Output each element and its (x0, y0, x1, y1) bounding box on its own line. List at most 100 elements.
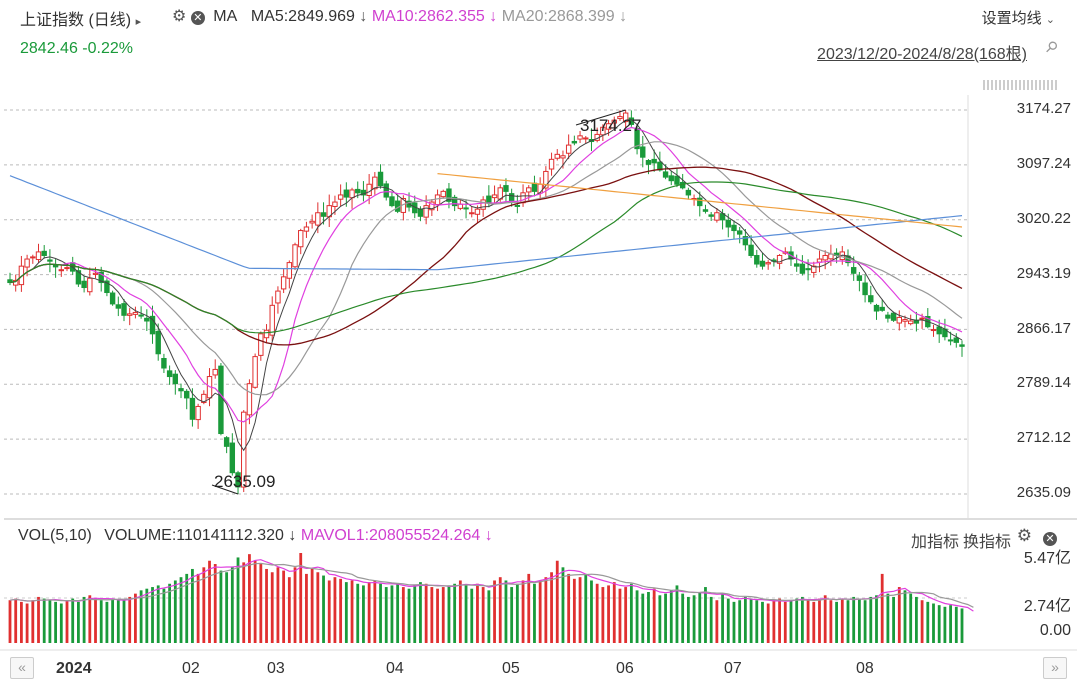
volume-close-icon[interactable]: ✕ (1043, 532, 1057, 546)
y-tick-label: 3097.24 (1016, 155, 1071, 172)
gear-icon[interactable]: ⚙ (172, 8, 187, 25)
candle-body (543, 170, 549, 189)
x-tick-label: 08 (856, 660, 874, 677)
volume-bar (151, 587, 154, 643)
volume-bar (778, 598, 781, 643)
volume-bar (761, 601, 764, 643)
settings-ma-button[interactable]: 设置均线 ⌄ (982, 7, 1055, 28)
volume-bar (920, 600, 924, 643)
volume-bar (373, 580, 377, 643)
volume-bar (498, 577, 502, 643)
volume-bar (584, 573, 588, 643)
volume-bar (77, 601, 80, 643)
candle-body (7, 279, 13, 284)
x-tick-label: 03 (267, 660, 285, 677)
date-range[interactable]: 2023/12/20-2024/8/28(168根) (817, 46, 1027, 63)
volume-bar (806, 600, 810, 643)
volume-bar (743, 596, 747, 643)
ma10-down-arrow-icon: ↓ (489, 8, 498, 25)
candle-body (372, 176, 378, 190)
volume-bar (208, 560, 211, 643)
volume-bar (287, 577, 291, 643)
candle-body (366, 183, 372, 197)
volume-bar (869, 596, 873, 643)
candle-body (697, 197, 703, 207)
volume-bar (686, 596, 690, 643)
volume-bar (652, 588, 656, 643)
candle-body (526, 187, 532, 193)
candle-body (947, 339, 954, 342)
candle-body (503, 185, 509, 192)
volume-bar (755, 600, 759, 643)
y-tick-label: 2866.17 (1016, 320, 1071, 337)
volume-bar (818, 598, 821, 643)
add-indicator-button[interactable]: 加指标 (910, 534, 959, 551)
volume-bar (493, 580, 496, 643)
candle-body (736, 230, 743, 235)
candle-body (417, 208, 424, 217)
candle-body (355, 188, 361, 194)
volume-bar (561, 567, 565, 643)
volume-bar (401, 587, 405, 643)
candle-body (104, 280, 110, 294)
volume-tick-label: 0.00 (1039, 622, 1071, 639)
volume-bar (293, 567, 297, 643)
candle-body (754, 255, 760, 265)
volume-bar (168, 583, 172, 643)
candle-body (389, 196, 395, 207)
vol-label[interactable]: VOL(5,10) (18, 527, 92, 544)
index-name[interactable]: 上证指数 (日线) (20, 12, 132, 29)
candle-body (930, 329, 937, 332)
volume-bar (783, 601, 787, 643)
candle-body (850, 267, 857, 274)
candle-body (223, 437, 230, 447)
candle-body (98, 271, 104, 284)
volume-bar (453, 583, 457, 643)
candle-body (332, 201, 338, 207)
volume-bar (20, 601, 23, 643)
close-icon[interactable]: ✕ (190, 11, 205, 25)
volume-bar (595, 583, 599, 643)
volume-bar (715, 600, 719, 643)
candle-body (816, 258, 823, 263)
ma20-line (9, 141, 963, 396)
x-tick-label: 04 (386, 660, 404, 677)
x-tick-label: 05 (502, 660, 520, 677)
volume-bar (590, 580, 593, 643)
candle-body (258, 333, 264, 356)
volume-bar (749, 598, 753, 643)
candle-body (748, 244, 754, 256)
candle-body (565, 144, 572, 154)
candle-body (890, 312, 897, 321)
scroll-left-button[interactable]: « (10, 657, 34, 679)
candle-body (195, 405, 201, 421)
volume-gear-icon[interactable]: ⚙ (1016, 526, 1032, 545)
volume-bar (99, 600, 103, 643)
y-tick-label: 2943.19 (1016, 265, 1071, 282)
switch-indicator-button[interactable]: 换指标 (962, 534, 1011, 551)
volume-bar (823, 595, 827, 643)
volume-bar (664, 593, 667, 643)
caret-right-icon[interactable]: ▸ (135, 16, 142, 28)
volume-bar (635, 590, 639, 643)
volume-bar (265, 568, 268, 643)
scroll-right-button[interactable]: » (1043, 657, 1067, 679)
volume-bar (726, 598, 730, 643)
candle-body (337, 194, 344, 200)
volume-bar (897, 587, 901, 643)
candle-body (229, 442, 236, 474)
volume-bar (578, 577, 582, 643)
candle-body (486, 195, 492, 203)
candle-body (480, 199, 486, 210)
candle-body (252, 356, 258, 388)
volume-bar (555, 560, 559, 643)
overview-scroll-handle[interactable] (983, 80, 1057, 90)
volume-bar (173, 580, 177, 643)
candle-body (811, 265, 817, 273)
volume-bar (852, 596, 856, 643)
mavol1-value: MAVOL1:208055524.264 (300, 527, 481, 544)
volume-bar (191, 568, 194, 643)
volume-bar (282, 570, 286, 643)
candle-body (201, 393, 207, 404)
candle-body (919, 317, 925, 320)
